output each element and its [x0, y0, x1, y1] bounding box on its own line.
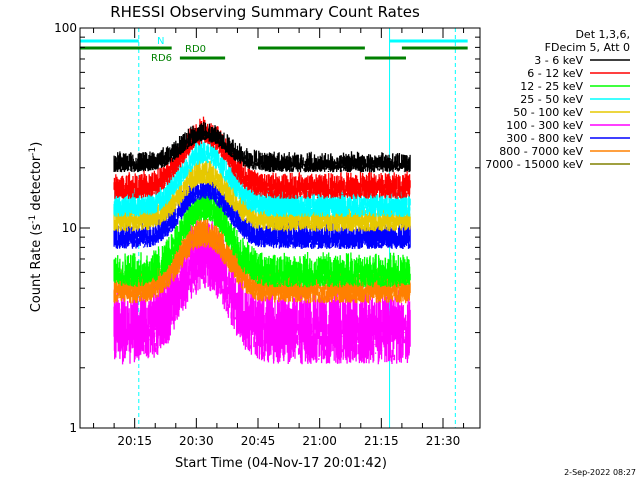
- legend-label: 3 - 6 keV: [534, 54, 583, 67]
- x-tick-label: 21:30: [426, 434, 461, 448]
- y-tick-label: 1: [69, 421, 77, 435]
- footer-timestamp: 2-Sep-2022 08:27: [564, 468, 636, 477]
- flag-label-rd0: RD0: [185, 44, 206, 55]
- legend-header-line-2: FDecim 5, Att 0: [545, 41, 630, 54]
- legend-label: 12 - 25 keV: [520, 80, 583, 93]
- x-tick-label: 21:15: [364, 434, 399, 448]
- legend-label: 7000 - 15000 keV: [485, 158, 583, 171]
- y-tick-label: 100: [54, 21, 77, 35]
- legend-label: 6 - 12 keV: [527, 67, 583, 80]
- legend-label: 25 - 50 keV: [520, 93, 583, 106]
- flag-label-rd6: RD6: [151, 53, 172, 64]
- series-line: [113, 216, 411, 365]
- axis-ticks: 1 10 100 20:15 20:30 20:45 21:00 21:15 21:30: [54, 21, 480, 448]
- x-tick-label: 20:30: [179, 434, 214, 448]
- y-tick-label: 10: [62, 221, 77, 235]
- x-tick-label: 21:00: [302, 434, 337, 448]
- series-line: [113, 187, 411, 288]
- legend-label: 800 - 7000 keV: [499, 145, 583, 158]
- x-tick-label: 20:15: [117, 434, 152, 448]
- legend-header-line-1: Det 1,3,6,: [575, 28, 630, 41]
- x-axis-label: Start Time (04-Nov-17 20:01:42): [175, 456, 387, 471]
- flag-label-n: N: [157, 36, 164, 47]
- legend-label: 300 - 800 keV: [506, 132, 583, 145]
- series-line: [113, 136, 411, 218]
- chart-title: RHESSI Observing Summary Count Rates: [110, 3, 420, 21]
- series-group: [113, 116, 411, 365]
- legend-label: 50 - 100 keV: [513, 106, 583, 119]
- legend-label: 100 - 300 keV: [506, 119, 583, 132]
- series-line: [113, 121, 411, 173]
- y-axis-label: Count Rate (s-1 detector-1): [28, 142, 44, 313]
- series-line: [113, 171, 411, 249]
- series-line: [113, 157, 411, 232]
- x-tick-label: 20:45: [241, 434, 276, 448]
